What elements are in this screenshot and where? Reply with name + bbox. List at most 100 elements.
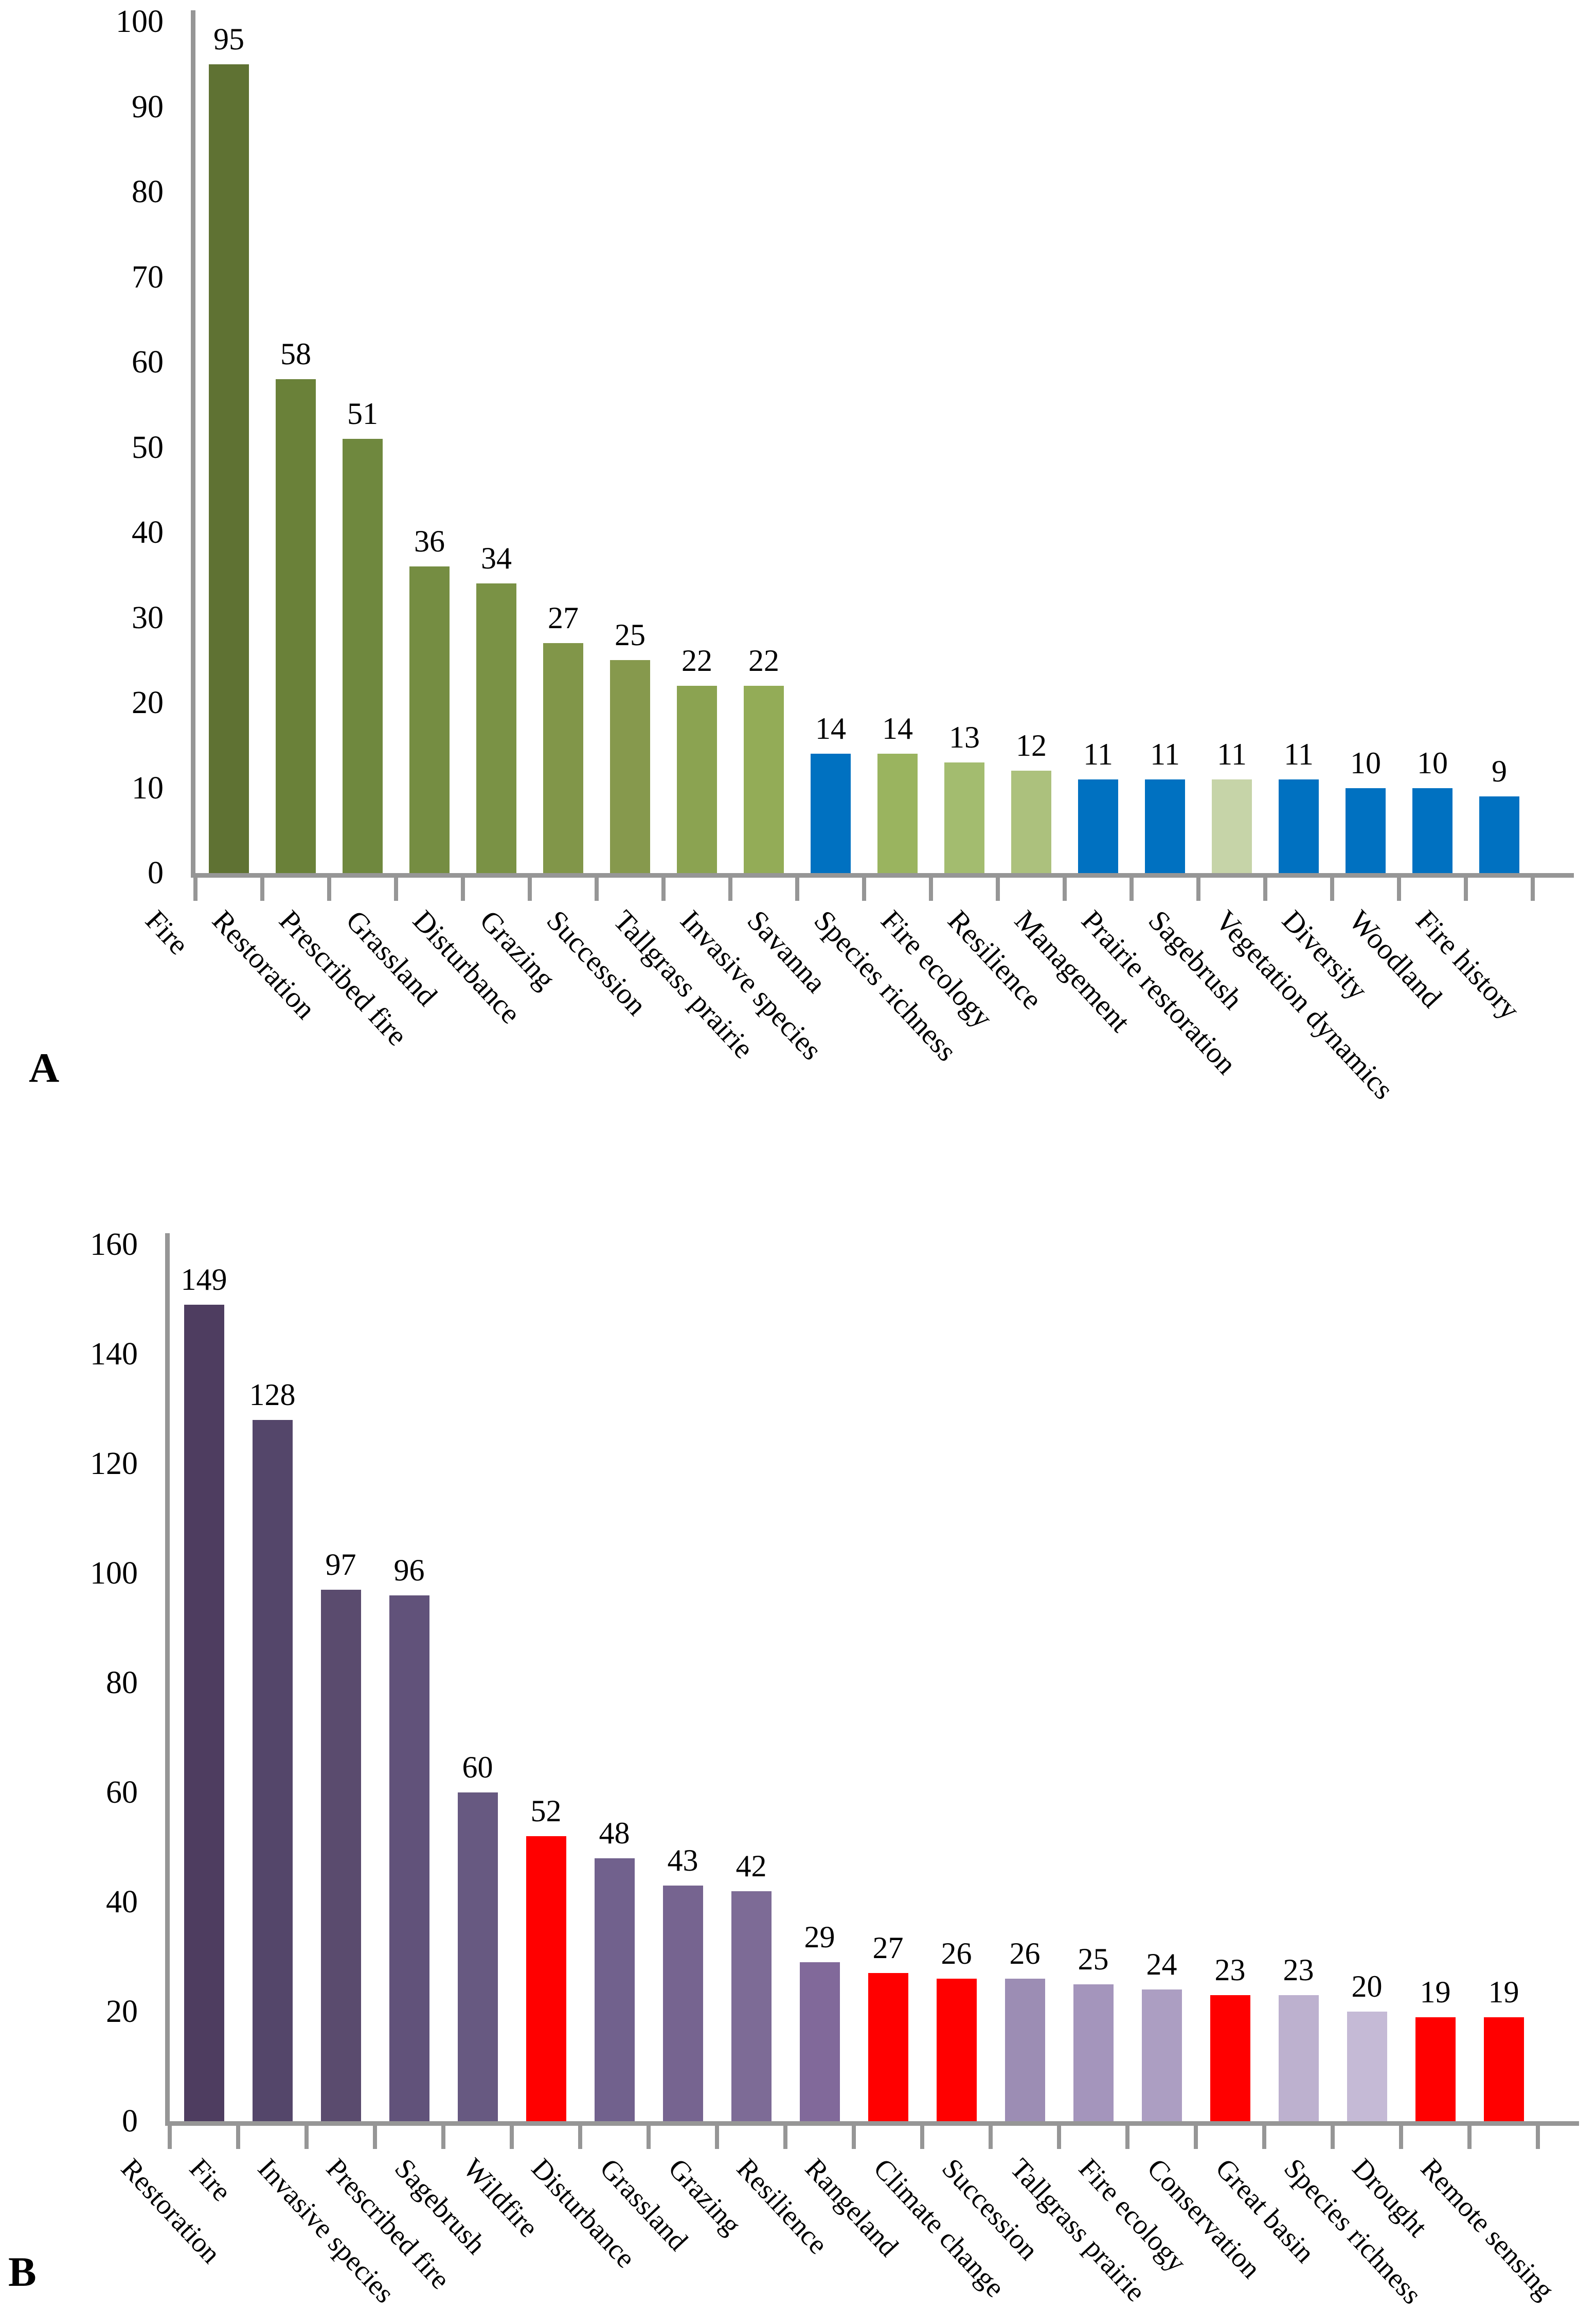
bar-restoration — [184, 1305, 224, 2121]
bar-invasive-species — [744, 685, 784, 873]
bar-value-label: 52 — [530, 1794, 562, 1828]
bar-invasive-species — [320, 1589, 361, 2121]
x-axis-tick — [1330, 878, 1334, 901]
x-axis-tick — [996, 878, 1000, 901]
y-axis-tick-label: 20 — [132, 685, 164, 720]
bar-value-label: 25 — [615, 618, 645, 652]
x-axis-tick — [929, 878, 933, 901]
y-axis-tick-label: 70 — [132, 259, 164, 295]
bar-species-richness — [877, 754, 918, 873]
bar-value-label: 34 — [481, 541, 512, 576]
x-axis-tick — [595, 878, 599, 901]
bar-value-label: 60 — [462, 1750, 493, 1784]
y-axis-tick-label: 0 — [122, 2104, 138, 2139]
plot-area: 149 Restoration 128 Fire 97 Invasive species 9… — [115, 1233, 1579, 2310]
category-label: Fire — [139, 904, 195, 961]
x-axis-line — [165, 2121, 1579, 2126]
bar-remote-sensing — [1483, 2017, 1524, 2121]
y-axis-tick-label: 50 — [132, 430, 164, 465]
bar-grassland — [662, 1886, 703, 2121]
bar-climate-change — [936, 1979, 977, 2121]
y-axis-tick-label: 160 — [90, 1227, 138, 1262]
bar-value-label: 149 — [181, 1263, 227, 1297]
x-axis-tick — [1194, 2126, 1198, 2149]
bar-value-label: 13 — [949, 720, 980, 754]
x-axis-tick — [989, 2126, 993, 2149]
x-axis-tick — [1196, 878, 1200, 901]
x-axis-tick — [236, 2126, 240, 2149]
bar-value-label: 23 — [1283, 1953, 1314, 1987]
bar-value-label: 24 — [1146, 1947, 1177, 1982]
x-axis-tick — [394, 878, 398, 901]
bar-succession — [1005, 1979, 1045, 2121]
bar-fire-history — [1479, 796, 1519, 873]
bar-grassland — [409, 566, 450, 873]
y-axis-tick-label: 140 — [90, 1337, 138, 1372]
y-axis-tick-label: 60 — [106, 1775, 138, 1810]
x-axis-tick — [461, 878, 465, 901]
bar-value-label: 11 — [1284, 737, 1314, 771]
x-axis-tick — [1125, 2126, 1129, 2149]
x-axis-tick — [168, 2126, 172, 2149]
bar-drought — [1415, 2017, 1456, 2121]
bar-succession — [610, 660, 650, 873]
bar-management — [1078, 779, 1118, 873]
x-axis-tick — [193, 878, 198, 901]
x-axis-tick — [1263, 878, 1267, 901]
x-axis-tick — [795, 878, 799, 901]
bar-species-richness — [1347, 2012, 1387, 2121]
y-axis-tick-label: 60 — [132, 345, 164, 380]
bar-prescribed-fire — [389, 1595, 429, 2121]
y-axis-tick-label: 80 — [106, 1665, 138, 1700]
bar-value-label: 14 — [815, 712, 846, 746]
x-axis-tick — [528, 878, 532, 901]
bar-value-label: 58 — [280, 337, 311, 371]
bar-value-label: 25 — [1078, 1942, 1109, 1976]
category-label: Fire — [183, 2152, 238, 2208]
bar-savanna — [811, 754, 851, 873]
bar-value-label: 11 — [1217, 737, 1247, 771]
bar-value-label: 97 — [325, 1547, 356, 1582]
bar-value-label: 42 — [736, 1849, 767, 1883]
x-axis-tick — [728, 878, 732, 901]
x-axis-tick — [661, 878, 666, 901]
x-axis-tick — [1467, 2126, 1472, 2149]
bar-value-label: 10 — [1417, 745, 1448, 780]
bar-value-label: 128 — [249, 1377, 296, 1412]
bar-fire-ecology — [944, 762, 984, 873]
x-axis-tick — [1331, 2126, 1335, 2149]
bar-value-label: 36 — [414, 524, 445, 559]
bar-value-label: 48 — [599, 1816, 630, 1850]
x-axis-tick — [852, 2126, 856, 2149]
bar-great-basin — [1278, 1995, 1319, 2121]
bar-value-label: 96 — [393, 1553, 425, 1587]
category-label: Remote sensing — [1414, 2152, 1561, 2306]
y-axis-tick-label: 40 — [132, 515, 164, 550]
bar-fire — [252, 1419, 293, 2121]
bar-value-label: 43 — [667, 1843, 698, 1878]
bar-value-label: 27 — [548, 601, 579, 635]
bar-diversity — [1346, 788, 1386, 873]
bar-fire-ecology — [1141, 1989, 1182, 2121]
bar-grazing — [543, 643, 583, 873]
y-axis-tick-label: 10 — [132, 770, 164, 806]
bar-resilience — [799, 1962, 840, 2121]
bar-value-label: 11 — [1083, 737, 1113, 771]
y-axis-tick-label: 90 — [132, 89, 164, 125]
x-axis-tick — [1129, 878, 1134, 901]
y-axis-tick-label: 20 — [106, 1994, 138, 2029]
bar-value-label: 20 — [1351, 1969, 1383, 2003]
x-axis-tick — [862, 878, 866, 901]
x-axis-tick — [715, 2126, 719, 2149]
y-axis-tick-label: 100 — [90, 1556, 138, 1591]
y-axis-tick-label: 80 — [132, 174, 164, 209]
bar-value-label: 23 — [1214, 1953, 1246, 1987]
bar-resilience — [1011, 771, 1051, 873]
x-axis-tick — [647, 2126, 651, 2149]
y-axis-line — [191, 10, 195, 878]
keyword-frequency-chart-b: B 0 20 40 60 80 100 120 140 160 149 Restoration 128… — [0, 1209, 1596, 2310]
bar-value-label: 29 — [804, 1920, 835, 1954]
bar-restoration — [276, 379, 316, 873]
x-axis-tick — [260, 878, 264, 901]
x-axis-tick — [510, 2126, 514, 2149]
